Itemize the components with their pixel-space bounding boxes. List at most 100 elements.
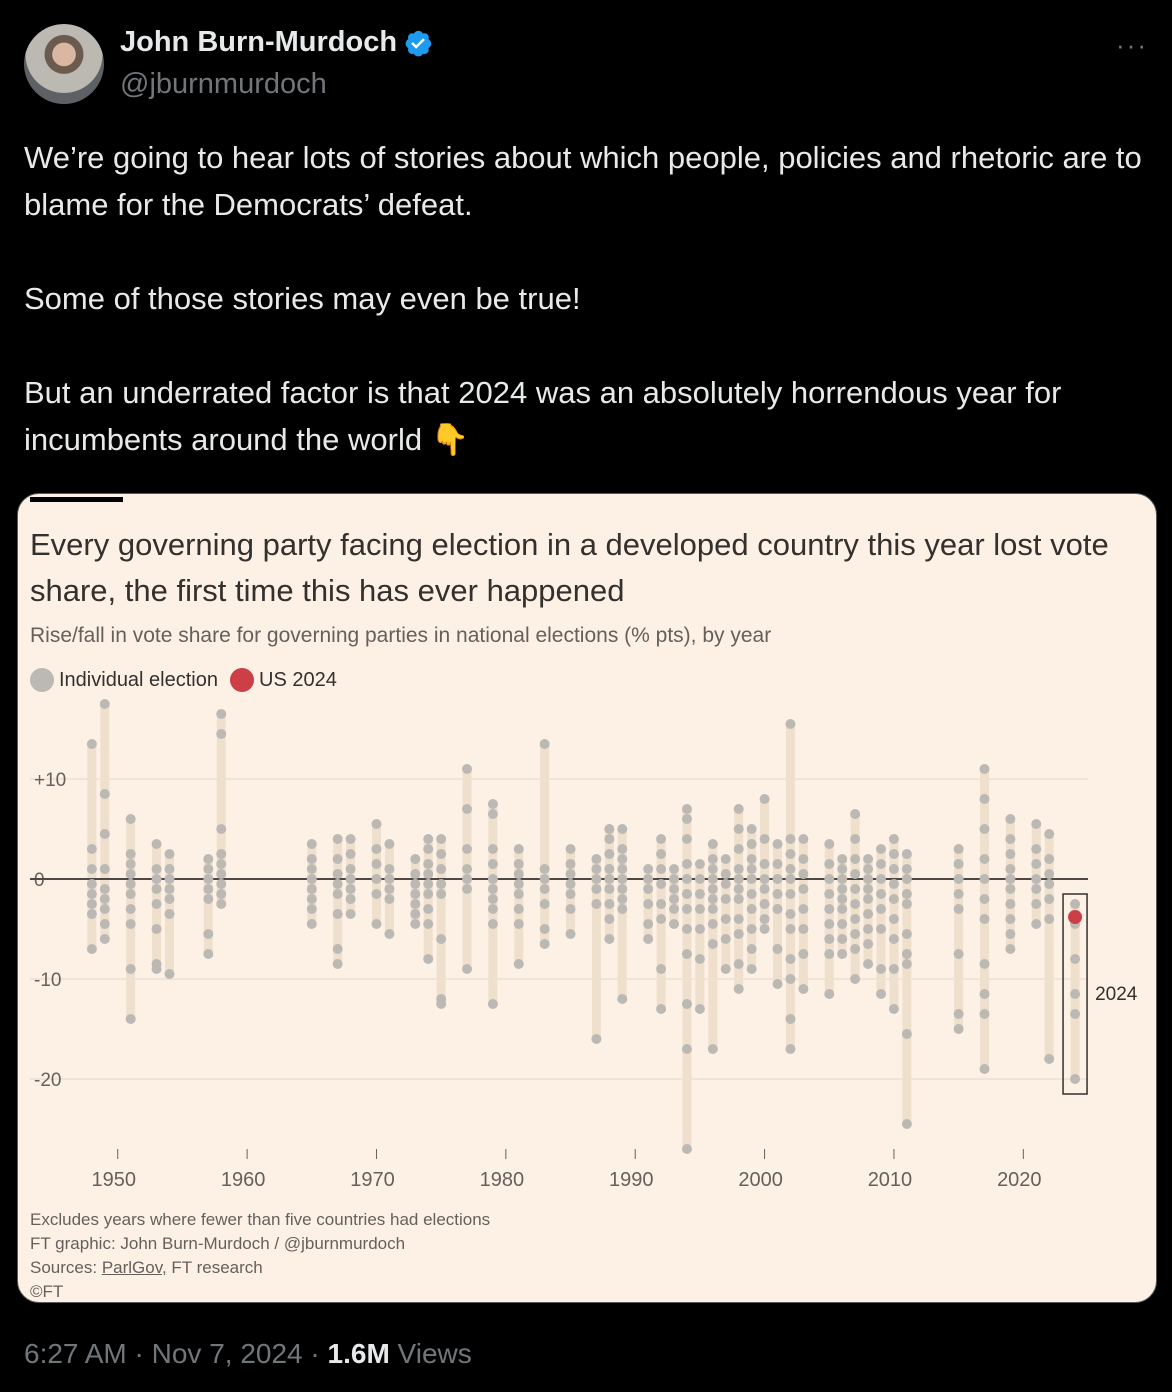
election-dot (681, 924, 692, 934)
election-dot (1044, 1054, 1055, 1064)
election-dot (306, 919, 317, 929)
election-dot (837, 919, 848, 929)
election-dot (617, 874, 628, 884)
chart-image-card[interactable]: Every governing party facing election in… (17, 493, 1157, 1303)
election-dot (953, 904, 964, 914)
election-dot (345, 849, 356, 859)
election-dot (410, 869, 421, 879)
election-dot (720, 934, 731, 944)
election-dot (332, 944, 343, 954)
election-dot (733, 984, 744, 994)
election-dot (888, 849, 899, 859)
election-dot (487, 874, 498, 884)
author-name[interactable]: John Burn-Murdoch (120, 26, 398, 58)
election-dot (617, 994, 628, 1004)
election-dot (423, 919, 434, 929)
election-dot (850, 854, 861, 864)
election-dot (759, 914, 770, 924)
election-dot (539, 864, 550, 874)
legend-item-us: US 2024 (230, 668, 337, 692)
election-dot (1044, 854, 1055, 864)
election-dot (979, 824, 990, 834)
election-dot (216, 869, 227, 879)
election-dot (371, 844, 382, 854)
election-dot (604, 849, 615, 859)
election-dot (681, 904, 692, 914)
election-dot (86, 864, 97, 874)
legend-item-individual: Individual election (30, 668, 218, 692)
election-dot (591, 1034, 602, 1044)
election-dot (462, 874, 473, 884)
election-dot (733, 884, 744, 894)
legend-swatch-us (230, 668, 254, 692)
election-dot (876, 844, 887, 854)
election-dot (203, 949, 214, 959)
election-dot (125, 889, 136, 899)
election-dot (888, 834, 899, 844)
author-avatar[interactable] (24, 24, 104, 104)
election-dot (410, 919, 421, 929)
election-dot (979, 914, 990, 924)
legend-label-us: US 2024 (259, 668, 337, 691)
election-dot (863, 894, 874, 904)
election-dot (436, 834, 447, 844)
election-dot (345, 884, 356, 894)
author-handle[interactable]: @jburnmurdoch (120, 68, 327, 100)
election-dot (785, 1014, 796, 1024)
election-dot (733, 874, 744, 884)
election-dot (423, 859, 434, 869)
election-dot (681, 999, 692, 1009)
election-dot (125, 919, 136, 929)
election-dot (203, 894, 214, 904)
election-dot (164, 864, 175, 874)
election-dot (669, 904, 680, 914)
election-dot (423, 869, 434, 879)
election-dot (720, 894, 731, 904)
election-dot (332, 959, 343, 969)
election-dot (979, 764, 990, 774)
election-dot (876, 924, 887, 934)
election-dot (746, 854, 757, 864)
election-dot (462, 864, 473, 874)
election-dot (824, 989, 835, 999)
election-dot (423, 879, 434, 889)
more-options-icon[interactable]: ··· (1116, 30, 1148, 60)
election-dot (125, 1014, 136, 1024)
election-dot (901, 949, 912, 959)
election-dot (824, 889, 835, 899)
election-dot (1031, 884, 1042, 894)
election-dot (164, 894, 175, 904)
x-tick-label: 2000 (738, 1169, 783, 1191)
election-dot (513, 919, 524, 929)
election-dot (681, 949, 692, 959)
election-dot (1005, 899, 1016, 909)
election-dot (151, 884, 162, 894)
election-dot (1005, 834, 1016, 844)
election-dot (410, 909, 421, 919)
election-dot (99, 904, 110, 914)
election-dot (436, 999, 447, 1009)
election-dot (953, 1024, 964, 1034)
highlight-label-2024: 2024 (1095, 984, 1138, 1005)
election-dot (863, 854, 874, 864)
election-dot (371, 819, 382, 829)
election-dot (888, 1004, 899, 1014)
election-dot (203, 854, 214, 864)
election-dot (850, 834, 861, 844)
election-dot (565, 859, 576, 869)
election-dot (694, 1004, 705, 1014)
tweet-date[interactable]: Nov 7, 2024 (151, 1338, 303, 1369)
election-dot (86, 944, 97, 954)
election-dot (850, 869, 861, 879)
election-dot (164, 874, 175, 884)
election-dot (410, 879, 421, 889)
election-dot (306, 884, 317, 894)
election-dot (901, 1119, 912, 1129)
election-dot (850, 929, 861, 939)
election-dot (746, 944, 757, 954)
election-dot (125, 964, 136, 974)
election-dot (798, 854, 809, 864)
tweet-time[interactable]: 6:27 AM (24, 1338, 127, 1369)
footnote-sources: Sources: ParlGov, FT research (30, 1258, 263, 1277)
election-dot (772, 944, 783, 954)
